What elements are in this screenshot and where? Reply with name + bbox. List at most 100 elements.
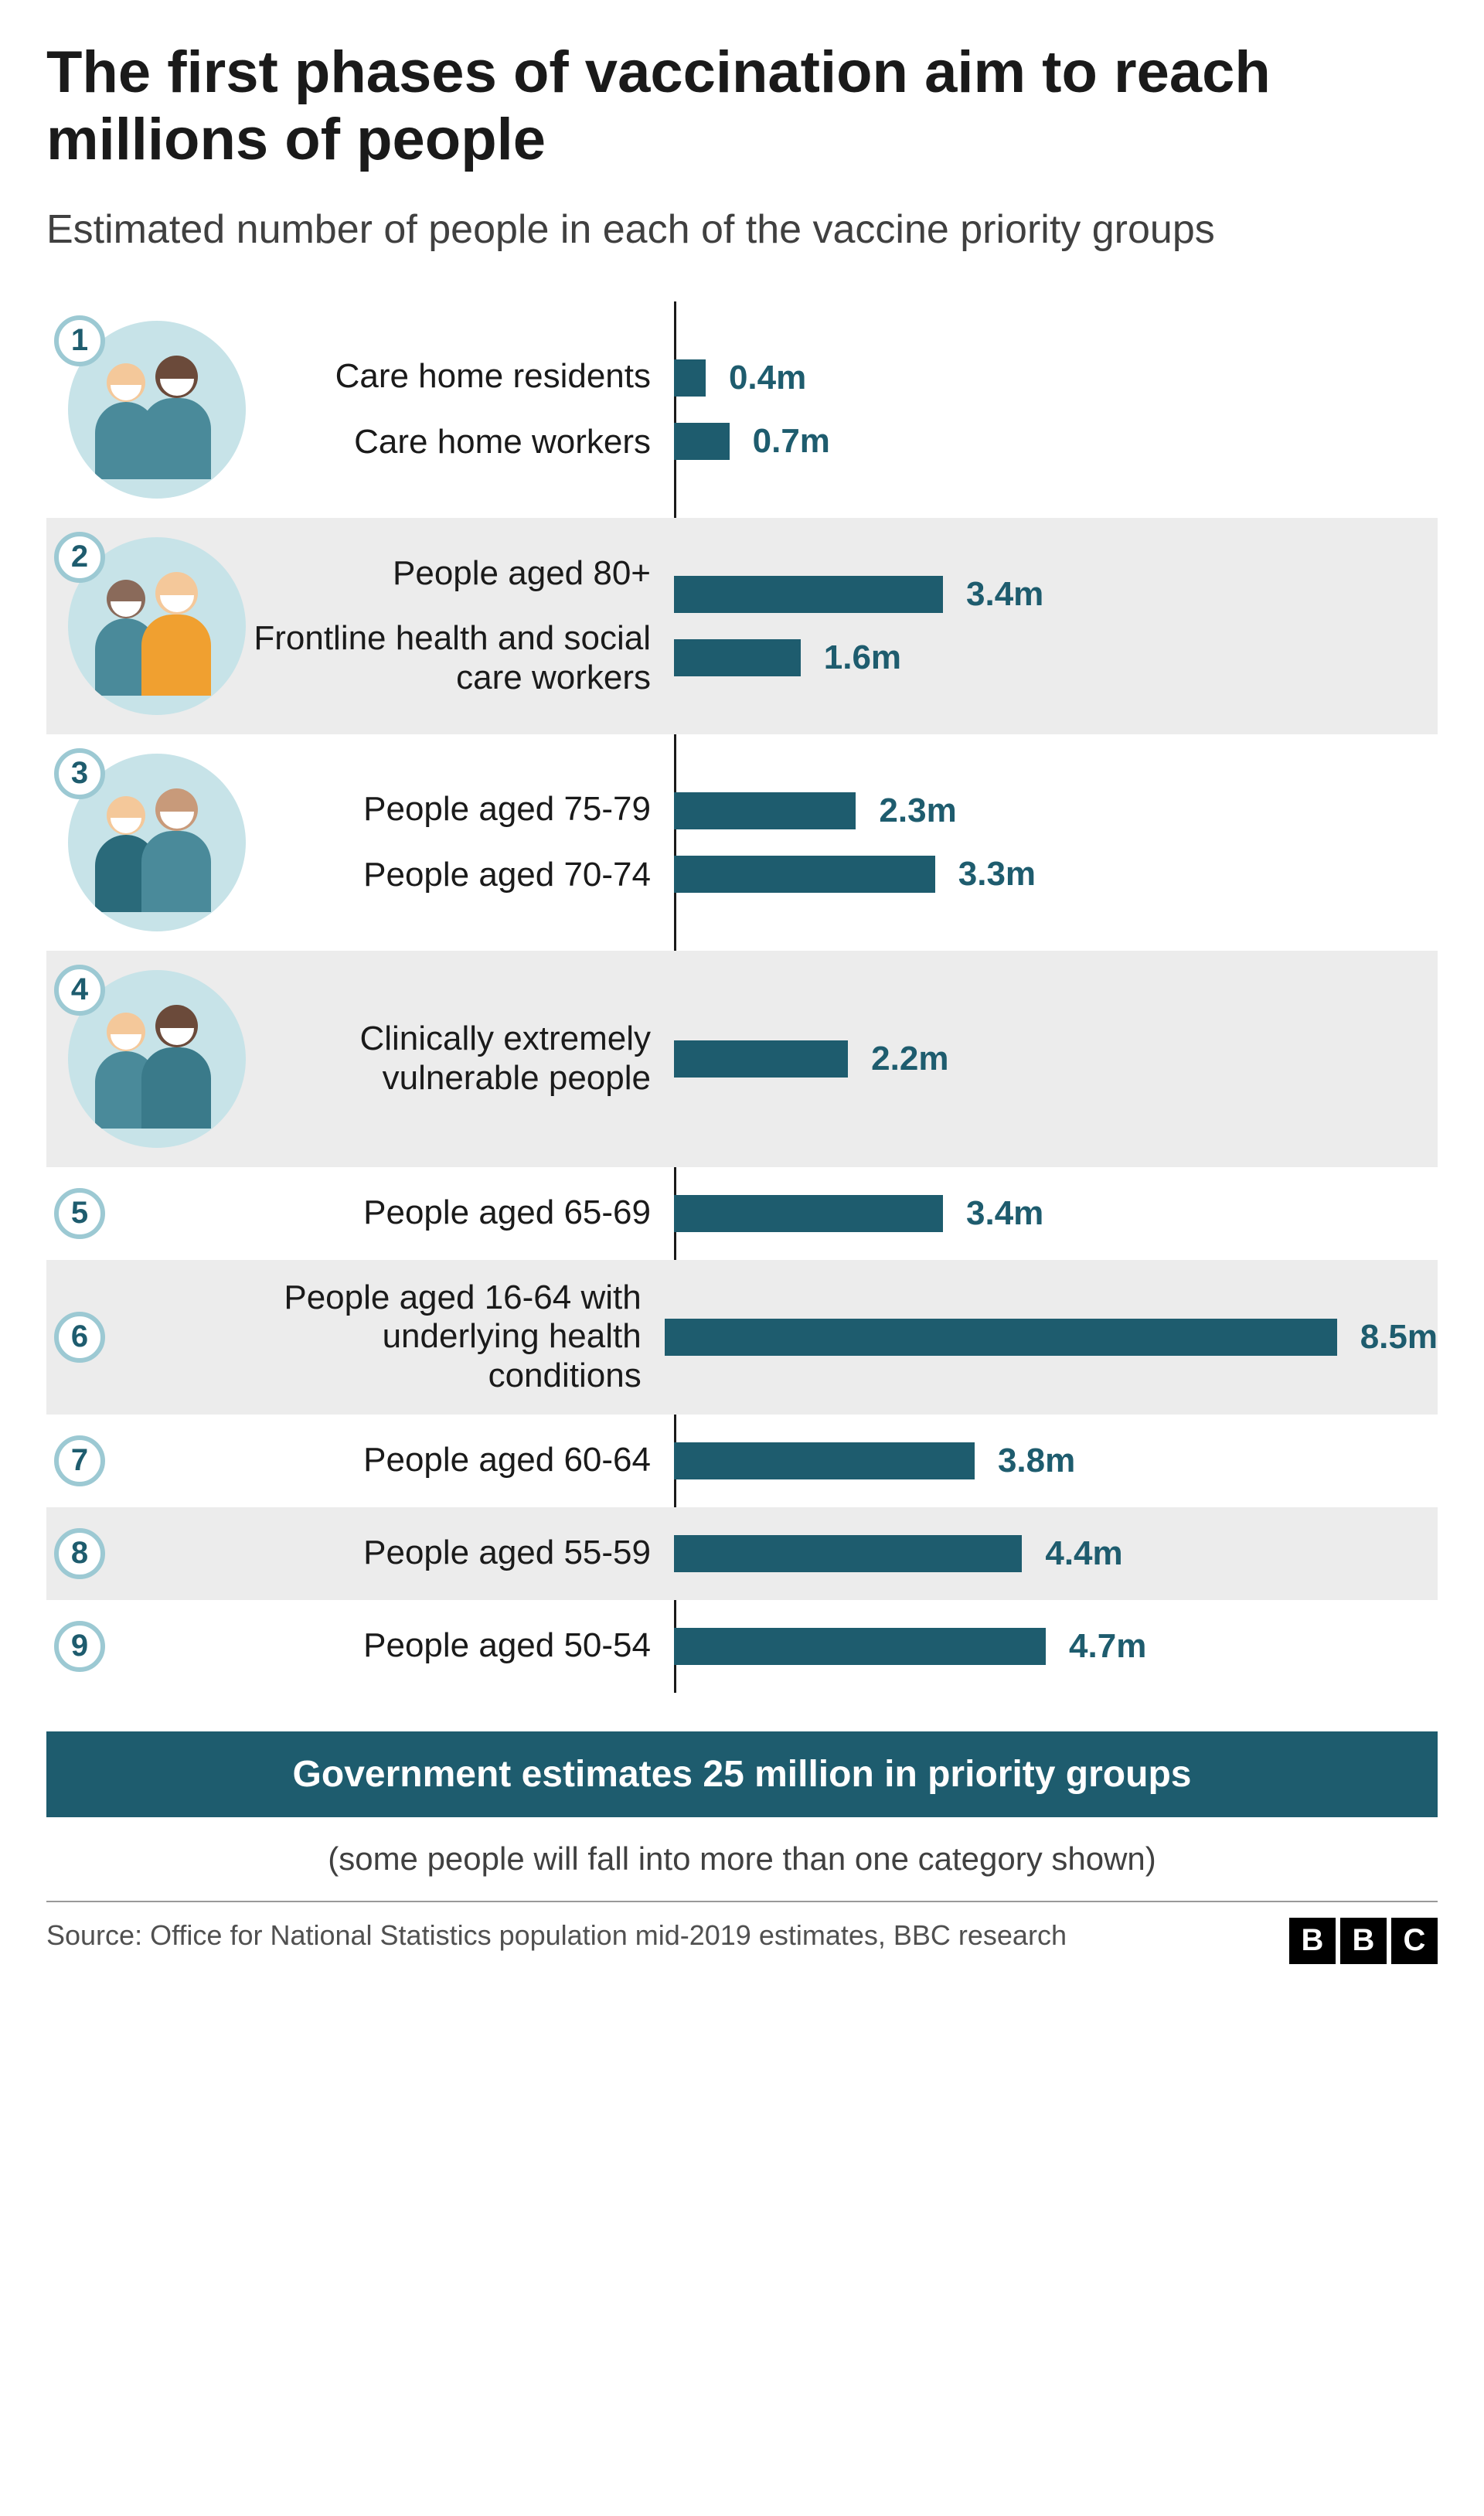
total-banner: Government estimates 25 million in prior…	[46, 1731, 1438, 1817]
labels-column: People aged 65-69	[247, 1193, 674, 1233]
bar	[674, 1628, 1046, 1665]
bbc-logo-block: B	[1340, 1918, 1387, 1964]
labels-column: Clinically extremely vulnerable people	[247, 1020, 674, 1098]
bars-column: 0.4m 0.7m	[674, 346, 1438, 474]
chart-rows: 1 Care home residents Care home workers 0.…	[46, 301, 1438, 1693]
bar-row: 3.4m	[674, 576, 1438, 613]
bar	[674, 639, 801, 676]
priority-group-row: 4 Clinically extremely vulnerable people…	[46, 951, 1438, 1167]
bar-row: 3.8m	[674, 1442, 1438, 1479]
priority-group-row: 3 People aged 75-79 People aged 70-74 2.3m…	[46, 734, 1438, 951]
bar-value-label: 3.8m	[998, 1442, 1075, 1480]
category-label: People aged 80+	[393, 554, 651, 594]
bar-value-label: 0.7m	[753, 422, 830, 461]
labels-column: People aged 60-64	[247, 1441, 674, 1480]
group-number-badge: 7	[54, 1435, 105, 1486]
bar	[674, 1040, 848, 1078]
category-label: People aged 55-59	[363, 1534, 651, 1573]
group-number-badge: 4	[54, 965, 105, 1016]
bar-value-label: 8.5m	[1360, 1318, 1438, 1357]
bar-row: 1.6m	[674, 639, 1438, 676]
priority-group-row: 1 Care home residents Care home workers 0.…	[46, 301, 1438, 518]
bar-value-label: 4.7m	[1069, 1627, 1146, 1666]
bar	[674, 1442, 975, 1479]
badge-column: 8	[46, 1528, 247, 1579]
category-label: People aged 16-64 with underlying health…	[244, 1278, 642, 1396]
bar-value-label: 1.6m	[824, 638, 901, 677]
group-number-badge: 6	[54, 1312, 105, 1363]
bar-row: 0.4m	[674, 359, 1438, 397]
bar-row: 3.4m	[674, 1195, 1438, 1232]
category-label: People aged 75-79	[363, 790, 651, 829]
bar-value-label: 2.3m	[879, 792, 956, 830]
bars-column: 4.4m	[674, 1521, 1438, 1586]
bar-value-label: 0.4m	[729, 359, 806, 397]
bars-column: 3.4m 1.6m	[674, 562, 1438, 690]
bar	[665, 1319, 1337, 1356]
group-number-badge: 5	[54, 1188, 105, 1239]
source-text: Source: Office for National Statistics p…	[46, 1918, 1067, 1954]
labels-column: Care home residents Care home workers	[247, 357, 674, 461]
bar	[674, 1195, 943, 1232]
badge-column: 9	[46, 1621, 247, 1672]
bar	[674, 856, 935, 893]
bars-column: 8.5m	[665, 1305, 1438, 1370]
chart-subtitle: Estimated number of people in each of th…	[46, 205, 1438, 255]
bar	[674, 792, 856, 829]
group-number-badge: 3	[54, 748, 105, 799]
bar-value-label: 4.4m	[1045, 1534, 1122, 1573]
group-number-badge: 1	[54, 315, 105, 366]
category-label: Care home workers	[354, 423, 651, 462]
bar-row: 2.3m	[674, 792, 1438, 829]
category-label: People aged 65-69	[363, 1193, 651, 1233]
bar	[674, 359, 706, 397]
bar-row: 2.2m	[674, 1040, 1438, 1078]
badge-column: 7	[46, 1435, 247, 1486]
priority-group-row: 8 People aged 55-59 4.4m	[46, 1507, 1438, 1600]
bar-value-label: 3.4m	[966, 575, 1043, 614]
category-label: Frontline health and social care workers	[247, 619, 651, 697]
group-number-badge: 9	[54, 1621, 105, 1672]
bbc-logo-block: C	[1391, 1918, 1438, 1964]
bbc-logo: BBC	[1289, 1918, 1438, 1964]
chart-title: The first phases of vaccination aim to r…	[46, 39, 1438, 174]
bar-row: 8.5m	[665, 1319, 1438, 1356]
bar-value-label: 3.3m	[958, 855, 1036, 894]
category-label: People aged 60-64	[363, 1441, 651, 1480]
labels-column: People aged 16-64 with underlying health…	[244, 1278, 665, 1396]
bar-value-label: 2.2m	[871, 1040, 948, 1078]
footnote: (some people will fall into more than on…	[46, 1817, 1438, 1901]
bar	[674, 1535, 1022, 1572]
infographic-container: The first phases of vaccination aim to r…	[0, 0, 1484, 1987]
bar	[674, 576, 943, 613]
priority-group-row: 9 People aged 50-54 4.7m	[46, 1600, 1438, 1693]
bar-row: 0.7m	[674, 423, 1438, 460]
bar-row: 3.3m	[674, 856, 1438, 893]
priority-group-row: 6 People aged 16-64 with underlying healt…	[46, 1260, 1438, 1415]
bars-column: 3.8m	[674, 1428, 1438, 1493]
bars-column: 2.3m3.3m	[674, 778, 1438, 907]
priority-group-row: 2 People aged 80+ Frontline health and so…	[46, 518, 1438, 734]
bar-row: 4.7m	[674, 1628, 1438, 1665]
group-number-badge: 8	[54, 1528, 105, 1579]
footer: Source: Office for National Statistics p…	[46, 1901, 1438, 1964]
category-label: People aged 70-74	[363, 856, 651, 895]
labels-column: People aged 55-59	[247, 1534, 674, 1573]
bar	[674, 423, 730, 460]
category-label: Clinically extremely vulnerable people	[247, 1020, 651, 1098]
bar-row: 4.4m	[674, 1535, 1438, 1572]
bars-column: 2.2m	[674, 1026, 1438, 1091]
priority-group-row: 7 People aged 60-64 3.8m	[46, 1415, 1438, 1507]
bars-column: 3.4m	[674, 1181, 1438, 1246]
priority-group-row: 5 People aged 65-69 3.4m	[46, 1167, 1438, 1260]
labels-column: People aged 75-79 People aged 70-74	[247, 790, 674, 894]
bar-value-label: 3.4m	[966, 1194, 1043, 1233]
category-label: Care home residents	[335, 357, 651, 397]
category-label: People aged 50-54	[363, 1626, 651, 1666]
bars-column: 4.7m	[674, 1614, 1438, 1679]
labels-column: People aged 50-54	[247, 1626, 674, 1666]
badge-column: 6	[46, 1312, 244, 1363]
bbc-logo-block: B	[1289, 1918, 1336, 1964]
group-number-badge: 2	[54, 532, 105, 583]
labels-column: People aged 80+ Frontline health and soci…	[247, 554, 674, 698]
